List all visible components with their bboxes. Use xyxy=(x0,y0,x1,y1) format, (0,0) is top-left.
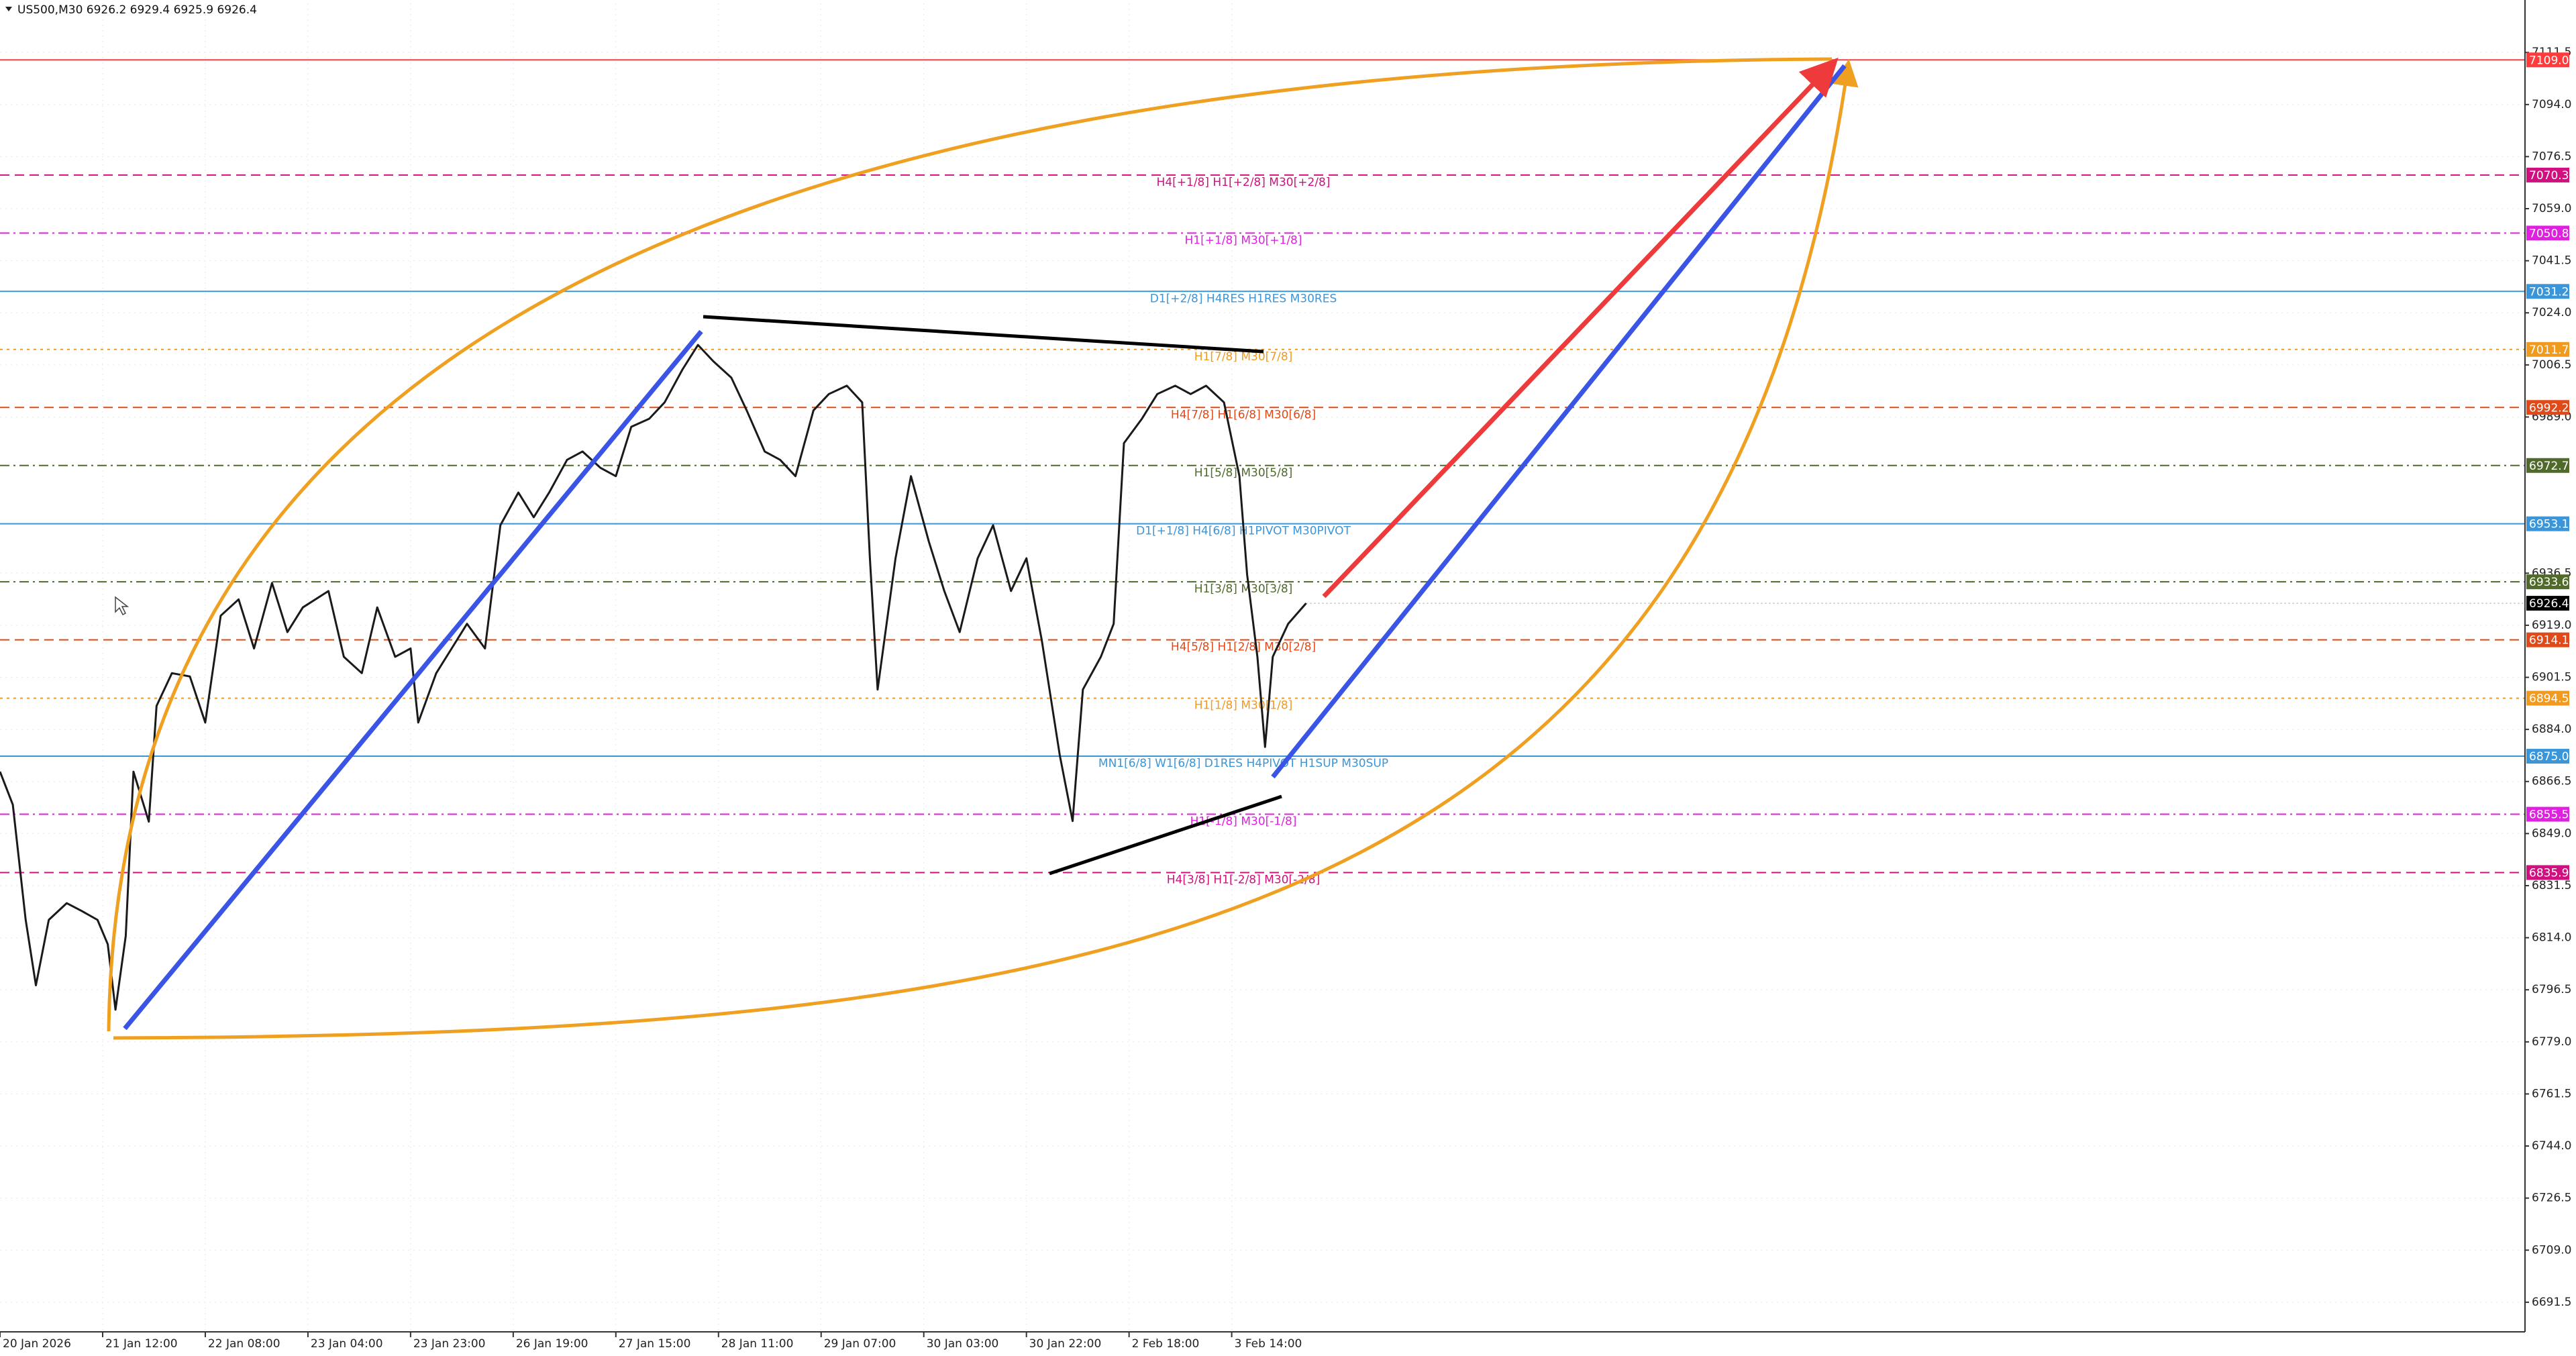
price-tag xyxy=(2526,167,2569,182)
price-tag-label: 6953.1 xyxy=(2529,518,2569,531)
grid xyxy=(0,3,2525,1331)
cursor xyxy=(115,596,130,616)
price-tag-label: 7109.0 xyxy=(2529,54,2569,67)
level-label: H1[3/8] M30[3/8] xyxy=(1194,582,1293,596)
price-tag xyxy=(2526,806,2569,822)
symbol-header: US500,M30 6926.2 6929.4 6925.9 6926.4 xyxy=(17,3,257,17)
arrow xyxy=(1322,57,1839,598)
x-tick-label: 30 Jan 22:00 xyxy=(1029,1337,1102,1351)
y-tick-label: 6761.5 xyxy=(2532,1087,2571,1100)
x-tick-label: 27 Jan 15:00 xyxy=(619,1337,691,1351)
y-tick-label: 6919.0 xyxy=(2532,619,2571,632)
price-tag-label: 6835.9 xyxy=(2529,866,2569,880)
y-tick-label: 6709.0 xyxy=(2532,1243,2571,1257)
price-tag xyxy=(2526,690,2569,706)
y-tick-label: 6779.0 xyxy=(2532,1035,2571,1049)
price-tag xyxy=(2526,342,2569,357)
level-label: D1[+2/8] H4RES H1RES M30RES xyxy=(1150,292,1337,305)
price-tag-label: 7031.2 xyxy=(2529,285,2569,299)
y-tick-label: 6831.5 xyxy=(2532,879,2571,892)
price-tag-label: 6972.7 xyxy=(2529,460,2569,473)
level-label: MN1[6/8] W1[6/8] D1RES H4PIVOT H1SUP M30… xyxy=(1098,757,1388,770)
price-tag-label: 6933.6 xyxy=(2529,576,2569,589)
y-tick-label: 6849.0 xyxy=(2532,827,2571,840)
x-tick-label: 20 Jan 2026 xyxy=(3,1337,71,1351)
y-tick-label: 7094.0 xyxy=(2532,98,2571,111)
x-tick-label: 3 Feb 14:00 xyxy=(1235,1337,1302,1351)
y-tick-label: 7041.5 xyxy=(2532,254,2571,268)
level-label: H1[1/8] M30[1/8] xyxy=(1194,699,1293,713)
price-tag-label: 6855.5 xyxy=(2529,809,2569,822)
curve xyxy=(107,57,1833,1032)
trendline xyxy=(703,315,1264,354)
y-tick-label: 6814.0 xyxy=(2532,931,2571,945)
price-tag xyxy=(2526,574,2569,590)
y-tick-label: 7059.0 xyxy=(2532,202,2571,215)
price-tag xyxy=(2526,632,2569,647)
y-tick-label: 6866.5 xyxy=(2532,775,2571,788)
y-tick-label: 6744.0 xyxy=(2532,1139,2571,1153)
y-tick-label: 6726.5 xyxy=(2532,1192,2571,1205)
dropdown-icon xyxy=(5,7,12,11)
trendline xyxy=(1271,64,1847,779)
price-tag xyxy=(2526,516,2569,531)
y-tick-label: 6691.5 xyxy=(2532,1296,2571,1309)
drawings xyxy=(107,57,1859,1040)
price-tag xyxy=(2526,596,2569,611)
x-tick-label: 21 Jan 12:00 xyxy=(105,1337,178,1351)
price-tag-label: 6926.4 xyxy=(2529,597,2569,611)
y-tick-label: 7076.5 xyxy=(2532,150,2571,163)
y-tick-label: 6901.5 xyxy=(2532,671,2571,684)
price-tag xyxy=(2526,749,2569,764)
price-tag-label: 6894.5 xyxy=(2529,692,2569,706)
axes: 7111.57094.07076.57059.07041.57024.07006… xyxy=(0,46,2571,1351)
levels: H4[+1/8] H1[+2/8] M30[+2/8] H1[+1/8] M30[… xyxy=(0,59,2525,886)
level-label: H4[7/8] H1[6/8] M30[6/8] xyxy=(1171,408,1316,421)
level-label: H1[7/8] M30[7/8] xyxy=(1194,350,1293,364)
x-tick-label: 29 Jan 07:00 xyxy=(824,1337,896,1351)
trendline xyxy=(123,329,703,1031)
price-tag xyxy=(2526,458,2569,473)
x-tick-label: 26 Jan 19:00 xyxy=(516,1337,588,1351)
x-tick-label: 23 Jan 04:00 xyxy=(311,1337,383,1351)
x-tick-label: 23 Jan 23:00 xyxy=(413,1337,486,1351)
price-tag-label: 7070.3 xyxy=(2529,169,2569,182)
y-tick-label: 6884.0 xyxy=(2532,723,2571,736)
y-tick-label: 6796.5 xyxy=(2532,983,2571,996)
price-tag-label: 6992.2 xyxy=(2529,401,2569,415)
level-label: H1[5/8] M30[5/8] xyxy=(1194,466,1293,480)
x-tick-label: 30 Jan 03:00 xyxy=(927,1337,999,1351)
price-tag-label: 6875.0 xyxy=(2529,750,2569,764)
trendline xyxy=(1049,794,1282,876)
price-tag xyxy=(2526,225,2569,241)
level-label: H4[3/8] H1[-2/8] M30[-2/8] xyxy=(1167,873,1320,886)
level-label: H4[5/8] H1[2/8] M30[2/8] xyxy=(1171,641,1316,654)
price-tag-label: 6914.1 xyxy=(2529,634,2569,647)
price-tag-label: 7050.8 xyxy=(2529,227,2569,240)
y-tick-label: 7006.5 xyxy=(2532,358,2571,372)
x-tick-label: 22 Jan 08:00 xyxy=(208,1337,280,1351)
level-label: H1[+1/8] M30[+1/8] xyxy=(1184,233,1302,247)
level-label: H4[+1/8] H1[+2/8] M30[+2/8] xyxy=(1157,176,1331,189)
price-tag xyxy=(2526,865,2569,880)
x-tick-label: 2 Feb 18:00 xyxy=(1132,1337,1200,1351)
price-tag xyxy=(2526,52,2569,68)
curve xyxy=(113,59,1859,1040)
price-tag xyxy=(2526,284,2569,299)
price-tag-label: 7011.7 xyxy=(2529,344,2569,357)
x-tick-label: 28 Jan 11:00 xyxy=(721,1337,794,1351)
price-tag xyxy=(2526,400,2569,415)
y-tick-label: 7024.0 xyxy=(2532,306,2571,319)
